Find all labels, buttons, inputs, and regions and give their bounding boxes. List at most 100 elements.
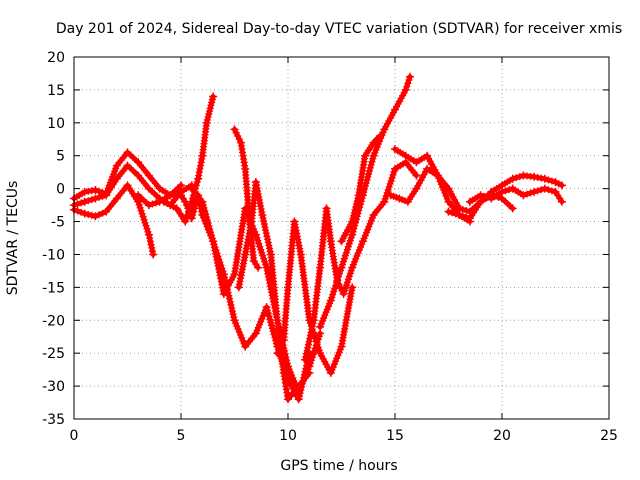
data-point bbox=[263, 306, 271, 314]
series-track-5 bbox=[159, 92, 218, 226]
data-point bbox=[254, 237, 262, 245]
data-point bbox=[199, 201, 207, 209]
data-point bbox=[200, 204, 208, 212]
data-point bbox=[309, 350, 317, 358]
data-point bbox=[338, 261, 346, 269]
axis-ticks: 0 5 10 15 20 25 20 15 10 5 0 -5 -10 -15 -20 -25 -30 -35 bbox=[42, 50, 618, 444]
data-point bbox=[257, 246, 265, 254]
data-point bbox=[201, 207, 209, 215]
data-point bbox=[266, 244, 274, 252]
data-point bbox=[88, 211, 96, 219]
data-point bbox=[516, 173, 524, 181]
data-point bbox=[350, 225, 358, 233]
y-tick-label: -25 bbox=[42, 346, 65, 362]
x-tick-label: 25 bbox=[600, 428, 618, 444]
data-point bbox=[498, 187, 506, 196]
data-point bbox=[339, 258, 347, 266]
data-point bbox=[336, 283, 344, 291]
data-point bbox=[84, 211, 92, 219]
data-point bbox=[544, 186, 552, 194]
data-point bbox=[405, 76, 413, 84]
x-tick-label: 20 bbox=[493, 428, 511, 444]
data-point bbox=[228, 307, 236, 315]
y-tick-label: -10 bbox=[42, 247, 65, 263]
data-point bbox=[186, 204, 194, 212]
data-point bbox=[306, 334, 314, 342]
data-point bbox=[343, 246, 351, 254]
data-point bbox=[183, 211, 191, 219]
data-point bbox=[146, 237, 154, 245]
data-point bbox=[138, 210, 146, 218]
series-track-10 bbox=[301, 158, 421, 364]
data-point bbox=[266, 315, 274, 323]
data-point bbox=[344, 243, 352, 251]
data-point bbox=[275, 346, 283, 354]
data-point bbox=[264, 238, 272, 246]
data-point bbox=[537, 186, 545, 194]
y-tick-label: 5 bbox=[56, 149, 65, 165]
data-point bbox=[330, 288, 338, 296]
data-point bbox=[508, 204, 517, 213]
data-point bbox=[91, 194, 100, 203]
data-point bbox=[234, 132, 242, 140]
y-tick-label: -35 bbox=[42, 412, 65, 428]
data-point bbox=[519, 191, 528, 200]
data-point bbox=[77, 199, 85, 207]
data-point bbox=[166, 201, 174, 209]
data-point bbox=[364, 173, 372, 181]
data-point bbox=[548, 187, 556, 195]
data-point bbox=[99, 209, 107, 217]
data-point bbox=[229, 310, 237, 318]
data-point bbox=[163, 199, 171, 207]
data-point bbox=[259, 252, 267, 260]
data-point bbox=[95, 193, 103, 201]
data-series bbox=[70, 72, 566, 404]
data-point bbox=[384, 186, 392, 194]
data-point bbox=[260, 217, 268, 225]
data-point bbox=[387, 177, 395, 185]
chart-title: Day 201 of 2024, Sidereal Day-to-day VTE… bbox=[56, 21, 622, 37]
data-point bbox=[149, 250, 158, 259]
data-point bbox=[331, 285, 339, 293]
data-point bbox=[385, 183, 393, 191]
data-point bbox=[84, 197, 92, 205]
data-point bbox=[144, 201, 153, 210]
data-point bbox=[268, 321, 276, 329]
data-point bbox=[462, 213, 470, 221]
data-point bbox=[365, 170, 373, 178]
data-point bbox=[308, 353, 316, 361]
data-point bbox=[226, 298, 234, 306]
data-point bbox=[232, 129, 240, 137]
data-point bbox=[265, 312, 273, 320]
data-point bbox=[277, 343, 285, 351]
data-point bbox=[148, 244, 156, 252]
series-track-2 bbox=[70, 161, 196, 210]
series-track-16 bbox=[465, 184, 566, 206]
data-point bbox=[305, 338, 313, 346]
data-point bbox=[557, 181, 566, 190]
data-point bbox=[146, 234, 154, 242]
data-point bbox=[265, 241, 273, 249]
data-point bbox=[91, 212, 100, 221]
data-point bbox=[139, 213, 147, 221]
data-point bbox=[308, 322, 316, 330]
y-axis-label: SDTVAR / TECUs bbox=[5, 181, 21, 296]
series-track-8 bbox=[234, 178, 314, 404]
data-point bbox=[268, 324, 276, 332]
data-point bbox=[254, 263, 263, 272]
data-point bbox=[88, 196, 96, 204]
y-tick-label: 15 bbox=[47, 83, 65, 99]
data-point bbox=[135, 201, 143, 209]
data-point bbox=[77, 208, 85, 216]
data-point bbox=[459, 205, 467, 213]
data-point bbox=[142, 222, 150, 230]
data-point bbox=[366, 164, 374, 172]
data-point bbox=[228, 304, 236, 312]
data-point bbox=[302, 350, 310, 358]
data-point bbox=[523, 190, 531, 198]
data-point bbox=[203, 213, 211, 221]
data-point bbox=[335, 273, 343, 281]
data-point bbox=[204, 219, 212, 227]
data-point bbox=[306, 359, 314, 367]
series-track-12 bbox=[337, 131, 385, 246]
